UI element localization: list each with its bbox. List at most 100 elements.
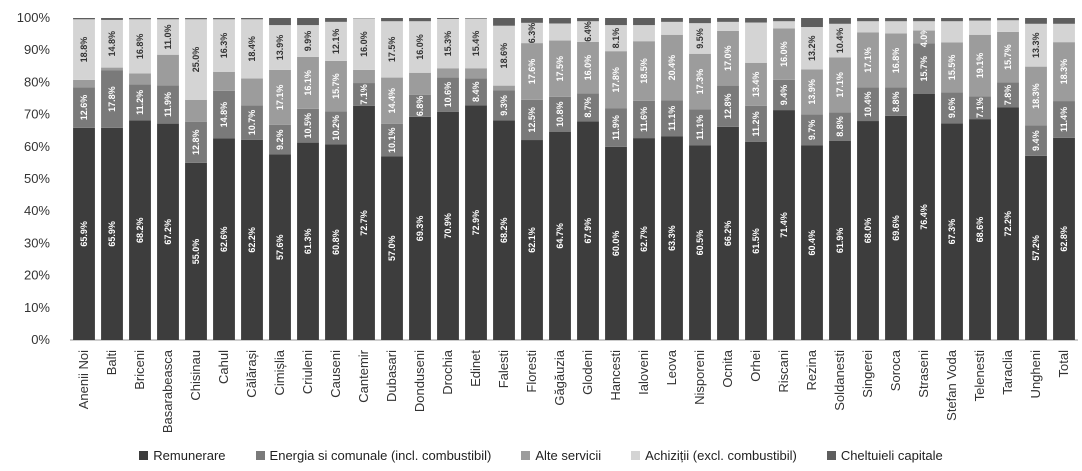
data-label: 57.0% [387, 235, 397, 261]
x-category-label: Glodeni [580, 350, 595, 395]
data-label: 18.4% [247, 36, 257, 62]
bar-segment [885, 33, 907, 88]
bar-segment [437, 18, 459, 19]
bar-segment [661, 100, 683, 137]
bar-stack: 57.0% 10.1% 14.4% 17.5% [381, 18, 403, 340]
data-label: 60.8% [331, 229, 341, 255]
data-label: 15.7% [1003, 44, 1013, 70]
bar-segment [297, 108, 319, 143]
bar-segment [577, 121, 599, 340]
legend-item: Cheltuieli capitale [826, 448, 943, 463]
bar-segment [521, 22, 543, 44]
bar-segment [717, 126, 739, 340]
data-label: 6.4% [583, 21, 593, 42]
legend-item: Remunerare [139, 448, 226, 463]
data-label: 18.8% [79, 37, 89, 63]
bar-segment [801, 145, 823, 340]
bar-segment [605, 25, 627, 52]
data-label: 18.3% [1059, 59, 1069, 85]
x-category-label: Briceni [132, 350, 147, 390]
bar-segment [689, 18, 711, 24]
bar-segment [493, 25, 515, 86]
legend-swatch [139, 451, 149, 460]
bar-segment [465, 105, 487, 341]
legend-label: Achiziții (excl. combustibil) [645, 448, 797, 463]
bar-segment [605, 108, 627, 147]
bar-stacks: 65.9% 12.6% 18.8% 65.9% 17.8% 14.8% 68.2% 11.2%… [73, 18, 1075, 341]
bar-segment [605, 18, 627, 26]
bar-segment [73, 18, 95, 20]
x-category-label: Basarabeasca [160, 349, 175, 433]
data-label: 4.0% [919, 27, 929, 48]
bar-stack: 69.6% 8.8% 16.8% [885, 18, 907, 340]
bar-stack: 61.5% 11.2% 13.4% [745, 18, 767, 340]
x-category-label: Soldanesti [832, 350, 847, 411]
bar-segment [325, 21, 347, 61]
y-tick-label: 40% [24, 203, 50, 218]
x-category-label: Găgăuzia [552, 349, 567, 405]
bar-segment [605, 51, 627, 109]
x-category-label: Chisinau [188, 350, 203, 401]
x-category-label: Singerei [860, 350, 875, 398]
bar-segment [1025, 23, 1047, 67]
x-category-label: Ungheni [1028, 350, 1043, 399]
bar-segment [633, 18, 655, 26]
legend-label: Cheltuieli capitale [840, 448, 943, 463]
y-tick-label: 80% [24, 74, 50, 89]
bar-segment [185, 121, 207, 163]
data-label: 13.9% [807, 79, 817, 105]
data-label: 11.9% [163, 92, 173, 117]
data-label: 72.9% [471, 210, 481, 236]
bar-segment [521, 99, 543, 141]
bar-segment [437, 77, 459, 112]
data-label: 16.8% [135, 34, 145, 60]
data-label: 61.9% [835, 228, 845, 254]
legend-swatch [631, 451, 641, 460]
data-label: 61.3% [303, 229, 313, 255]
bar-segment [493, 85, 515, 91]
bar-segment [129, 19, 151, 74]
bar-stack: 71.4% 9.4% 16.0% [773, 18, 795, 340]
data-label: 11.2% [135, 90, 145, 115]
data-label: 72.7% [359, 210, 369, 236]
data-label: 62.6% [219, 226, 229, 252]
data-label: 14.4% [387, 88, 397, 114]
bar-stack: 60.8% 10.2% 15.7% 12.1% [325, 18, 347, 340]
data-label: 69.3% [415, 216, 425, 242]
data-label: 10.4% [863, 92, 873, 118]
x-category-label: Total [1056, 350, 1071, 378]
bar-segment [997, 20, 1019, 32]
bar-segment [745, 18, 767, 23]
bar-segment [409, 18, 431, 22]
data-label: 11.1% [667, 106, 677, 131]
data-label: 8.1% [611, 28, 621, 49]
bar-segment [409, 116, 431, 340]
data-label: 15.4% [471, 31, 481, 57]
bar-stack: 67.3% 9.6% 15.5% [941, 18, 963, 340]
bar-stack: 57.6% 9.2% 17.1% 13.9% [269, 18, 291, 340]
bar-segment [577, 41, 599, 94]
data-label: 61.5% [751, 228, 761, 254]
bar-segment [185, 99, 207, 122]
bar-stack: 65.9% 17.8% 14.8% [101, 18, 123, 340]
bar-segment [73, 79, 95, 88]
x-category-label: Edinet [468, 350, 483, 387]
bar-segment [241, 18, 263, 20]
data-label: 13.2% [807, 36, 817, 62]
bar-segment [1053, 42, 1075, 102]
bar-segment [857, 87, 879, 122]
y-tick-label: 60% [24, 139, 50, 154]
x-category-label: Nisporeni [692, 350, 707, 405]
data-label: 25.0% [191, 47, 201, 73]
bar-segment [437, 68, 459, 78]
bar-segment [801, 27, 823, 70]
data-label: 9.3% [499, 95, 509, 116]
bar-stack: 62.8% 11.4% 18.3% [1053, 18, 1075, 340]
data-label: 7.1% [975, 97, 985, 118]
bar-segment [101, 67, 123, 71]
x-category-label: Riscani [776, 350, 791, 393]
bar-segment [241, 105, 263, 140]
data-label: 16.0% [583, 55, 593, 81]
data-label: 72.2% [1003, 211, 1013, 237]
bar-segment [325, 18, 347, 22]
